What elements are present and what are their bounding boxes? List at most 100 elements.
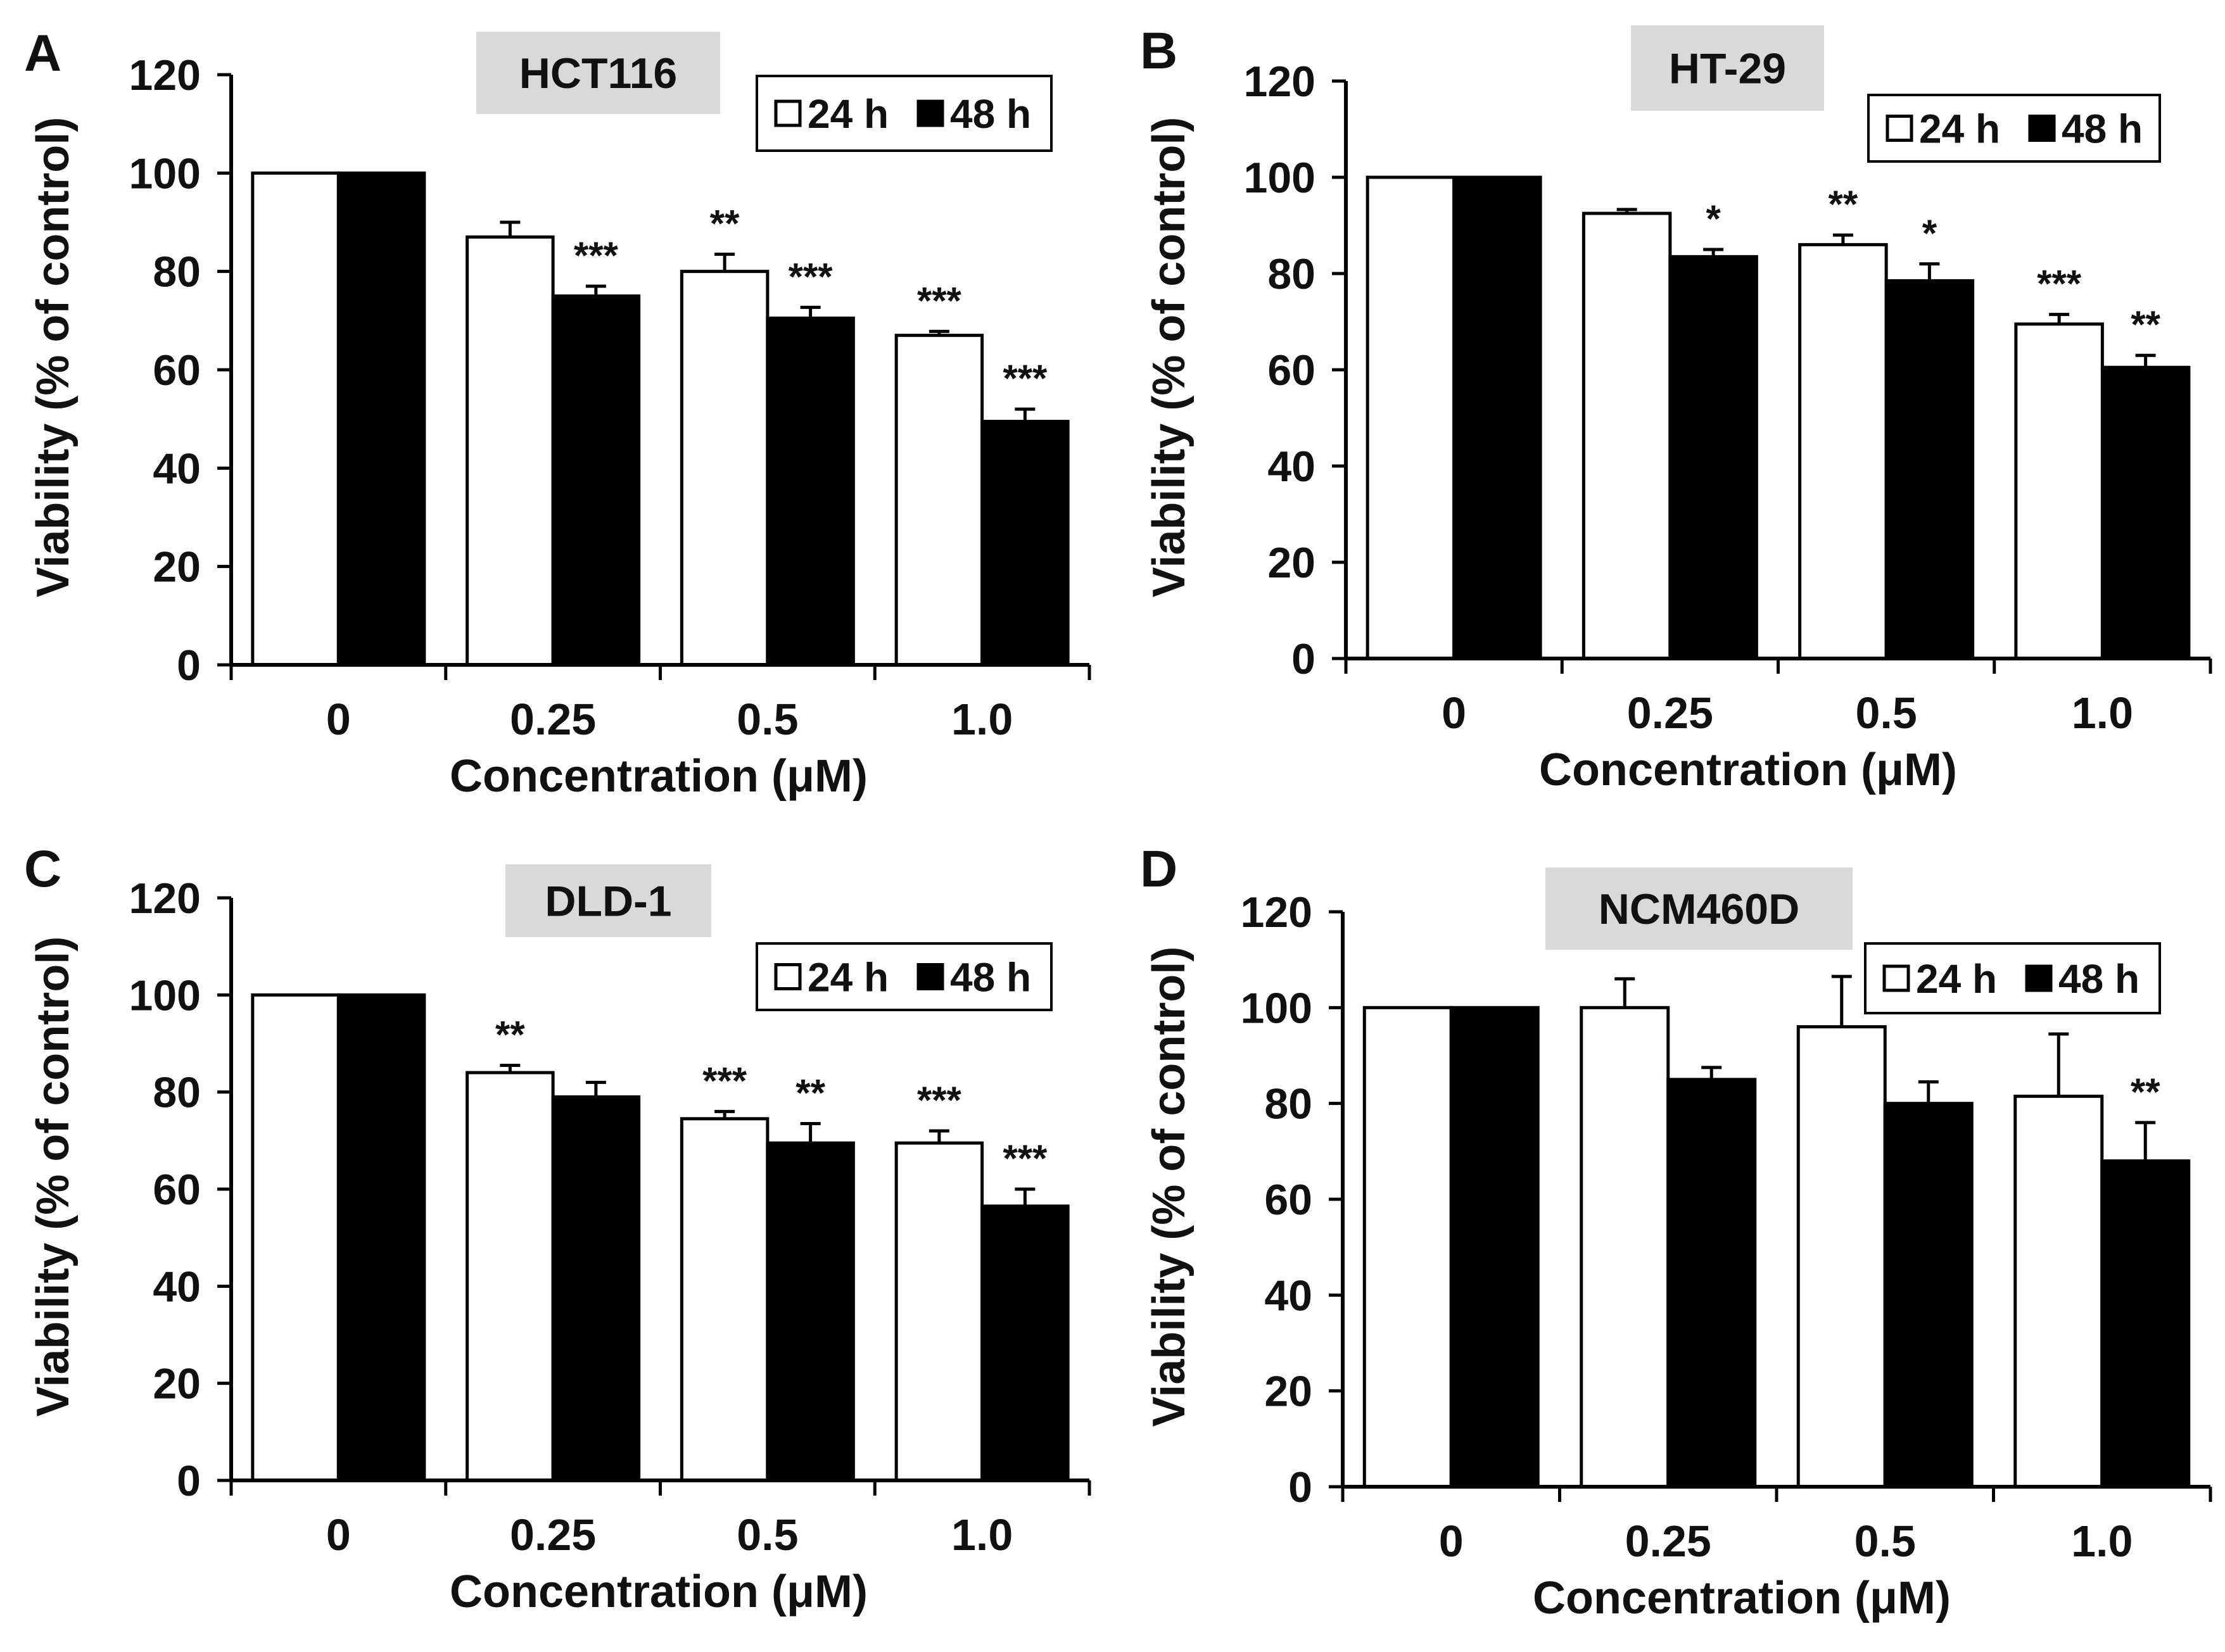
bar-24h-0.25 (1580, 1006, 1670, 1489)
bar-24h-1.0 (2014, 322, 2104, 660)
legend-box (1867, 94, 2161, 163)
x-tick-label: 0.5 (737, 695, 798, 744)
legend: 24 h 48 h (1864, 942, 2161, 1014)
legend-box (1864, 942, 2161, 1014)
bar-24h-0.25 (466, 1071, 555, 1482)
x-tick-label: 0.25 (510, 695, 596, 744)
legend-swatch-48h (916, 99, 944, 127)
panel-label: D (1140, 840, 1177, 898)
y-tick-label: 120 (1241, 888, 1312, 936)
y-tick-label: 60 (1264, 1176, 1312, 1224)
y-tick-label: 120 (129, 874, 201, 923)
legend-box (756, 75, 1053, 152)
legend-swatch-48h (916, 963, 944, 990)
x-tick-label: 0 (1442, 688, 1466, 738)
legend: 24 h 48 h (756, 942, 1053, 1011)
bar-24h-0.25 (1582, 211, 1672, 660)
y-tick-label: 40 (153, 445, 201, 493)
x-axis-label: Concentration (μM) (450, 1567, 868, 1617)
significance-label: *** (2037, 263, 2082, 305)
bar-48h-0.25 (551, 294, 641, 667)
y-tick-label: 40 (153, 1263, 201, 1311)
bar-24h-0.5 (680, 270, 770, 667)
bar-48h-0.25 (1666, 1078, 1757, 1489)
y-tick-label: 100 (129, 149, 201, 198)
bar-48h-0.25 (551, 1095, 641, 1482)
legend-label: 24 h (808, 955, 889, 1000)
y-tick-label: 100 (1244, 154, 1315, 202)
legend-box (756, 942, 1053, 1011)
legend: 24 h 48 h (1867, 94, 2161, 163)
significance-label: * (1922, 212, 1937, 255)
significance-label: ** (2131, 303, 2160, 346)
x-tick-label: 1.0 (951, 1510, 1013, 1560)
y-tick-label: 20 (1267, 539, 1315, 587)
y-tick-label: 80 (1267, 250, 1315, 298)
significance-label: *** (574, 234, 619, 277)
bar-48h-0 (1449, 1006, 1540, 1489)
bar-48h-0.25 (1668, 255, 1758, 660)
title-box (1631, 25, 1824, 111)
chart-panel-d: D NCM460D ** 0 20 40 60 80 100 120 0 0.25 0.5 1.0 Conc… (1140, 840, 2212, 1624)
y-axis-label: Viability (% of control) (1144, 947, 1195, 1427)
x-axis-label: Concentration (μM) (1539, 745, 1957, 795)
significance-label: ** (1829, 183, 1858, 225)
legend: 24 h 48 h (756, 75, 1053, 152)
x-tick-label: 0.25 (1625, 1516, 1711, 1566)
y-tick-label: 0 (177, 1457, 201, 1505)
x-tick-label: 1.0 (951, 695, 1013, 744)
x-tick-label: 0 (326, 695, 351, 744)
bar-48h-0 (336, 171, 426, 667)
x-tick-label: 0.25 (510, 1510, 596, 1560)
significance-label: *** (789, 255, 834, 298)
significance-label: * (1706, 198, 1721, 240)
y-tick-label: 60 (153, 346, 201, 394)
bar-24h-1.0 (2013, 1094, 2104, 1489)
y-tick-label: 100 (129, 971, 201, 1019)
y-tick-label: 60 (153, 1166, 201, 1214)
bar-48h-0.5 (766, 316, 855, 667)
legend-label: 48 h (950, 91, 1031, 137)
significance-label: *** (1003, 357, 1048, 400)
chart-title: NCM460D (1599, 885, 1799, 933)
y-tick-label: 40 (1267, 443, 1315, 491)
y-tick-label: 0 (1288, 1463, 1312, 1511)
y-tick-label: 40 (1264, 1271, 1312, 1320)
y-axis-label: Viability (% of control) (28, 936, 79, 1417)
significance-label: ** (2131, 1071, 2160, 1113)
bar-48h-1.0 (980, 1204, 1070, 1482)
bar-24h-0.25 (466, 235, 555, 667)
legend-label: 48 h (950, 955, 1031, 1000)
bar-24h-0 (1366, 175, 1456, 660)
y-tick-label: 100 (1241, 984, 1312, 1032)
significance-label: ** (796, 1072, 825, 1114)
y-tick-label: 20 (153, 543, 201, 591)
bar-24h-0 (251, 993, 340, 1482)
x-tick-label: 0 (1439, 1516, 1464, 1566)
y-axis-label: Viability (% of control) (28, 117, 79, 598)
legend-swatch-24h (774, 963, 802, 990)
legend-swatch-24h (774, 99, 802, 127)
y-tick-label: 120 (1244, 58, 1315, 106)
significance-label: *** (917, 279, 962, 322)
panel-label: A (24, 25, 61, 82)
y-tick-label: 0 (177, 641, 201, 690)
chart-title: HCT116 (519, 49, 677, 98)
bar-24h-0 (251, 171, 340, 667)
legend-label: 24 h (1916, 956, 1997, 1002)
y-tick-label: 20 (153, 1360, 201, 1408)
panel-label: B (1140, 22, 1177, 80)
legend-swatch-48h (2028, 115, 2056, 142)
legend-swatch-48h (2025, 964, 2053, 992)
x-tick-label: 0.5 (1854, 1516, 1916, 1566)
chart-title: HT-29 (1669, 45, 1786, 93)
x-tick-label: 0.5 (1855, 688, 1917, 738)
bar-48h-0 (336, 993, 426, 1482)
legend-label: 24 h (1919, 106, 2000, 152)
bar-24h-0.5 (680, 1117, 770, 1482)
